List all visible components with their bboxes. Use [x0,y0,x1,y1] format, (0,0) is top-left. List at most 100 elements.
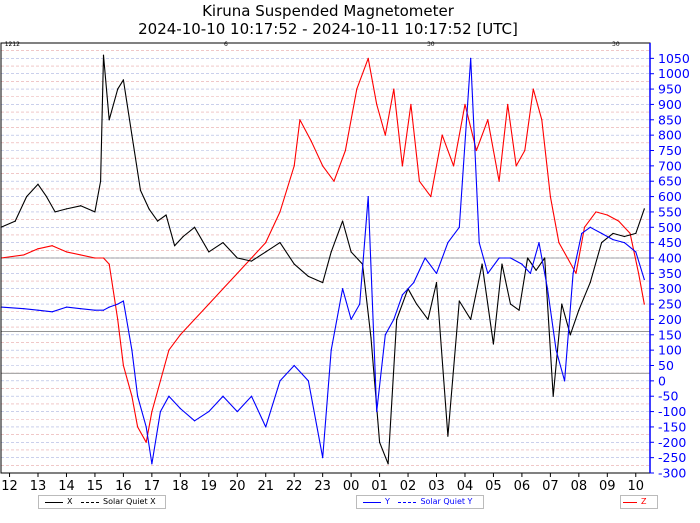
data-point-z [595,211,597,213]
data-point-y [635,251,637,253]
data-point-z [367,57,369,59]
data-point-x [601,242,603,244]
data-point-y [193,420,196,422]
data-point-x [458,300,460,302]
data-point-z [193,318,196,321]
x-tick-label: 05 [485,479,502,494]
data-point-z [638,272,640,274]
data-point-y [236,410,238,413]
legend-y-label: Y [385,497,390,506]
data-point-z [475,149,477,152]
data-point-x [370,337,372,339]
data-point-x [527,257,529,259]
data-point-z [131,395,133,397]
legend-y-swatch [363,501,381,503]
data-point-y [376,410,378,413]
x-axis: 12 13 14 15 16 17 18 19 20 21 22 23 00 01 02 03 04 05 06 07… [1,473,644,494]
x-tick-label: 15 [87,479,104,494]
data-point-x [293,263,295,265]
data-point-x [635,232,637,235]
legend-z-swatch [623,501,637,503]
x-tick-label: 09 [599,479,616,494]
data-point-x [108,119,110,121]
data-point-x [236,257,238,259]
x-tick-label: 13 [30,479,47,494]
data-point-y [330,349,332,351]
data-point-z [159,380,162,382]
data-point-x [117,88,119,90]
y-tick-label: -100 [658,404,686,419]
legend-x-quiet-label: Solar Quiet X [103,497,156,506]
data-point-x [14,220,16,222]
x-tick-label: 23 [314,479,331,494]
data-point-x [470,318,472,321]
data-point-z [293,165,295,167]
data-point-x [45,195,48,198]
data-point-x [139,189,142,192]
data-point-z [441,134,443,136]
data-point-y [538,242,540,244]
x-tick-label: 16 [115,479,132,494]
data-point-x [279,242,281,244]
data-point-y [159,410,162,413]
chart-subtitle: 2024-10-10 10:17:52 - 2024-10-11 10:17:5… [138,20,518,38]
data-point-y [401,294,403,296]
data-point-y [137,395,139,397]
data-point-x [481,263,483,265]
data-point-z [575,272,577,274]
data-point-x [265,251,267,253]
data-point-y [572,272,574,274]
data-point-y [122,300,124,302]
data-point-y [359,303,361,305]
data-point-y [350,318,352,321]
data-point-z [618,220,620,222]
x-tick-label: 07 [542,479,559,494]
data-point-x [250,260,253,262]
data-point-y [322,457,324,459]
data-point-x [518,309,520,311]
data-point-y [341,288,344,290]
y-tick-label: -250 [658,450,686,465]
data-point-x [165,214,167,216]
y-tick-label: 1050 [658,51,690,66]
data-point-y [208,410,210,413]
x-tick-label: 14 [58,479,75,494]
y-tick-label: 550 [658,204,682,219]
data-point-y [413,281,415,284]
data-point-z [487,119,489,121]
data-point-y [458,226,460,228]
x-tick-label: 04 [457,479,474,494]
data-point-x [322,281,324,284]
data-point-z [376,103,378,106]
data-point-y [367,195,369,198]
data-point-y [470,57,472,59]
data-point-y [564,380,566,382]
data-point-z [549,195,551,198]
data-point-y [581,232,583,235]
y-axis: -300-250-200-150-100-5005010015020025030… [649,43,690,481]
top-ticks: 1212 6 30 30 [5,41,620,48]
data-point-y [51,311,53,313]
data-point-z [102,257,105,259]
data-point-y [601,232,603,235]
data-point-x [122,79,124,81]
data-point-z [583,226,586,228]
y-tick-label: -300 [658,466,686,481]
data-point-y [498,257,500,259]
x-tick-label: 02 [400,479,417,494]
legend-y: Y Solar Quiet Y [356,495,484,509]
data-point-z [401,165,403,167]
data-point-z [151,410,153,413]
y-tick-label: 850 [658,112,682,127]
data-point-z [122,364,124,367]
y-tick-label: 150 [658,327,682,342]
top-tick-label: 30 [612,41,620,48]
data-point-z [137,426,139,428]
data-point-y [307,380,310,382]
data-point-y [102,309,105,311]
data-point-y [384,334,386,336]
data-point-x [222,242,224,244]
data-point-y [487,272,489,274]
data-point-x [37,183,39,185]
